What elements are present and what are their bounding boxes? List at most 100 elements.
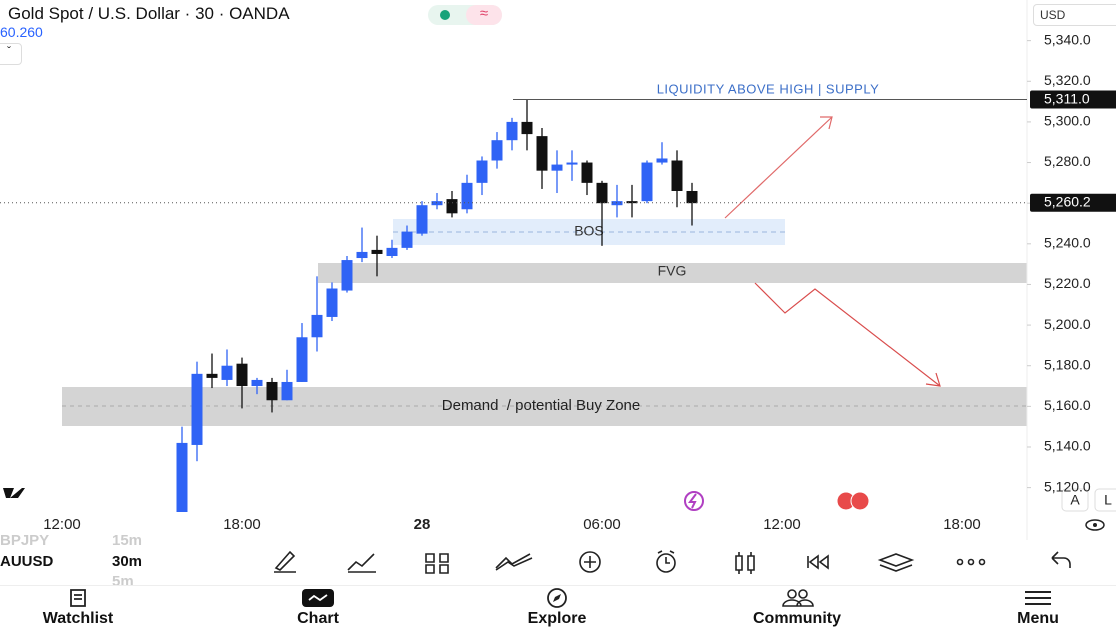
replay-tool[interactable] xyxy=(807,554,829,570)
symbol-title[interactable]: Gold Spot / U.S. Dollar · 30 · OANDA xyxy=(8,4,290,23)
candle-body xyxy=(401,231,413,248)
candle-body xyxy=(581,162,593,183)
y-tick-label: 5,220.0 xyxy=(1044,275,1091,291)
watchlist-symbol[interactable]: AUUSD xyxy=(0,553,54,570)
candle-body xyxy=(476,160,488,183)
candle-body xyxy=(491,140,503,161)
x-tick-label: 12:00 xyxy=(43,516,81,533)
nav-item[interactable]: Watchlist xyxy=(0,588,158,628)
annotation: FVG xyxy=(658,263,687,279)
x-tick-label: 06:00 xyxy=(583,516,621,533)
nav-label: Community xyxy=(753,610,841,627)
nav-item[interactable]: Explore xyxy=(477,588,637,628)
undo-tool[interactable] xyxy=(1051,551,1071,568)
y-tick-label: 5,340.0 xyxy=(1044,31,1091,47)
price-label-box xyxy=(1030,90,1116,109)
nav-icon xyxy=(70,589,86,607)
toolbar xyxy=(274,550,1071,574)
x-tick-label: 28 xyxy=(414,516,431,533)
eye-icon-pupil xyxy=(1093,523,1097,527)
candle-body xyxy=(446,199,458,214)
candle-body xyxy=(251,379,263,387)
status-pill[interactable]: ≈ xyxy=(428,5,502,25)
candle-body xyxy=(671,160,683,191)
candle-body xyxy=(386,247,398,256)
annotation: LIQUIDITY ABOVE HIGH | SUPPLY xyxy=(657,81,880,96)
price-label-box xyxy=(1030,193,1116,212)
price-label: 5,311.0 xyxy=(1044,90,1090,106)
arrow-head xyxy=(820,116,833,130)
compare-tool[interactable] xyxy=(495,553,533,571)
arrow-down xyxy=(754,282,941,387)
draw-tool[interactable] xyxy=(274,550,296,573)
price-label: 5,260.2 xyxy=(1044,193,1091,209)
annotation: BOS xyxy=(574,223,604,239)
y-tick-label: 5,300.0 xyxy=(1044,113,1091,129)
y-tick-label: 5,240.0 xyxy=(1044,235,1091,251)
candle-body xyxy=(221,365,233,380)
candle-body xyxy=(416,205,428,234)
y-tick-label: 5,280.0 xyxy=(1044,153,1091,169)
candle-body xyxy=(536,136,548,171)
candle-body xyxy=(551,164,563,171)
nav-icon xyxy=(547,588,567,608)
more-tool[interactable] xyxy=(978,558,986,566)
chart-type-tool[interactable] xyxy=(735,552,755,574)
collapse-button[interactable]: ˇ xyxy=(0,43,22,65)
candle-body xyxy=(506,121,518,141)
x-tick-label: 18:00 xyxy=(223,516,261,533)
nav-icon xyxy=(302,589,334,607)
arrow-head xyxy=(925,372,941,387)
nav-label: Menu xyxy=(1017,610,1059,627)
annotation: Demand / potential Buy Zone xyxy=(442,397,640,414)
event-icon[interactable] xyxy=(684,491,704,511)
chart: LIQUIDITY ABOVE HIGH | SUPPLY BOS FVG De… xyxy=(0,0,1116,540)
y-tick-label: 5,200.0 xyxy=(1044,316,1091,332)
scale-button-label: L xyxy=(1104,492,1112,508)
flag-icon[interactable] xyxy=(850,491,870,511)
scale-button[interactable] xyxy=(1061,488,1089,512)
currency-box[interactable]: USD xyxy=(1033,4,1116,26)
candle-body xyxy=(461,182,473,210)
candle-body xyxy=(281,381,293,401)
indicators-tool[interactable] xyxy=(347,553,376,573)
nav-item[interactable]: Community xyxy=(717,588,877,628)
x-tick-label: 12:00 xyxy=(763,516,801,533)
candle-body xyxy=(296,337,308,382)
candle-body xyxy=(356,251,368,259)
fvg-zone xyxy=(318,263,1027,283)
nav-label: Watchlist xyxy=(42,610,114,627)
status-wave: ≈ xyxy=(466,5,502,25)
candle-body xyxy=(341,260,353,291)
candle-body xyxy=(206,373,218,378)
y-tick-label: 5,140.0 xyxy=(1044,438,1091,454)
nav-separator xyxy=(0,585,1116,586)
nav-label: Explore xyxy=(527,610,587,627)
candle-body xyxy=(191,373,203,445)
candle-body xyxy=(176,442,188,512)
layers-tool[interactable] xyxy=(877,553,915,572)
scale-button-label: A xyxy=(1070,492,1080,508)
layout-tool[interactable] xyxy=(425,553,449,574)
scale-button[interactable] xyxy=(1094,488,1116,512)
status-dot xyxy=(440,10,450,20)
candle-body xyxy=(311,314,323,338)
add-tool[interactable] xyxy=(579,551,601,573)
candle-body xyxy=(236,363,248,387)
y-tick-label: 5,120.0 xyxy=(1044,478,1091,494)
nav-item[interactable]: Chart xyxy=(238,588,398,628)
alert-tool[interactable] xyxy=(656,553,676,573)
x-tick-label: 18:00 xyxy=(943,516,981,533)
candle-body xyxy=(626,201,638,204)
watchlist-symbol[interactable]: BPJPY xyxy=(0,532,50,549)
watchlist-interval: 30m xyxy=(112,553,143,570)
last-price: 60.260 xyxy=(0,24,43,40)
y-tick-label: 5,160.0 xyxy=(1044,397,1091,413)
nav-label: Chart xyxy=(297,610,339,627)
candle-body xyxy=(596,182,608,204)
candle-body xyxy=(326,288,338,317)
eye-icon[interactable] xyxy=(1085,519,1105,531)
nav-item[interactable]: Menu xyxy=(958,588,1116,628)
nav-icon xyxy=(1025,591,1051,605)
